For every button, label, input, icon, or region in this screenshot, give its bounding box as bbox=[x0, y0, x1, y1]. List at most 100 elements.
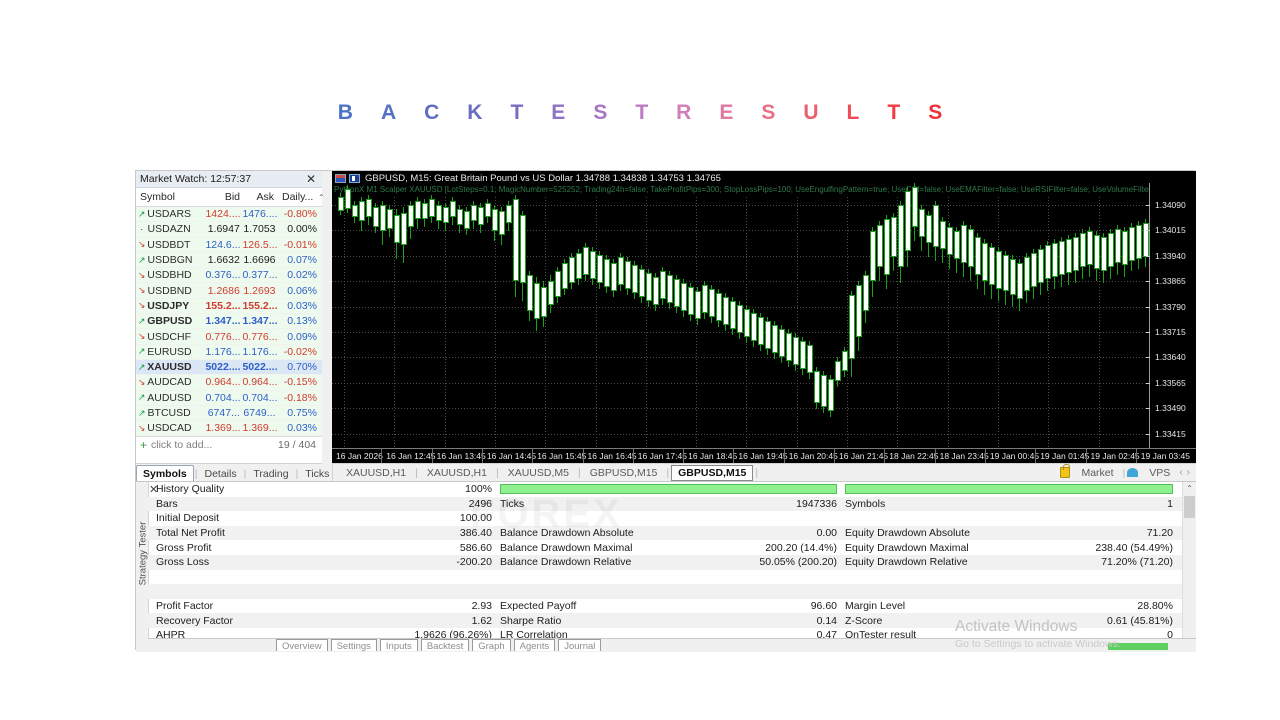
market-watch-row[interactable]: ↘ USDJPY 155.2... 155.2... 0.03% bbox=[136, 298, 322, 315]
tester-subtab[interactable]: Agents bbox=[513, 639, 556, 651]
trend-arrow-icon: ↗ bbox=[137, 315, 146, 326]
tester-subtabs: Overview Settings Inputs Backtest Graph Agent… bbox=[276, 639, 896, 651]
candle-body bbox=[1023, 257, 1030, 291]
market-watch-add-row[interactable]: + click to add... 19 / 404 bbox=[136, 436, 322, 454]
candle-body bbox=[771, 325, 778, 353]
candle-body bbox=[680, 283, 687, 311]
tab-nav-next-icon[interactable]: › bbox=[1186, 467, 1190, 478]
market-watch-row[interactable]: ↗ GBPUSD 1.347... 1.347... 0.13% bbox=[136, 314, 322, 330]
daily-change: 0.07% bbox=[287, 254, 317, 267]
title-letter: S bbox=[928, 101, 943, 124]
trend-arrow-icon: · bbox=[140, 224, 144, 235]
bid-price: 1.2686 bbox=[207, 284, 240, 297]
close-icon[interactable]: ✕ bbox=[305, 172, 316, 186]
metric-value: 2496 bbox=[468, 497, 492, 510]
chart-tab[interactable]: GBPUSD,M15 bbox=[671, 464, 754, 481]
results-row: Gross Profit 586.60 Balance Drawdown Maxim… bbox=[148, 540, 1183, 555]
candle-body bbox=[568, 257, 575, 283]
title-letter: E bbox=[551, 101, 566, 124]
mw-tab-symbols[interactable]: Symbols bbox=[136, 465, 194, 482]
market-watch-row[interactable]: ↘ USDCHF 0.776... 0.776... 0.09% bbox=[136, 329, 322, 345]
chart-tab[interactable]: GBPUSD,M15 bbox=[589, 466, 658, 479]
mw-tab-details[interactable]: Details bbox=[204, 468, 237, 480]
tester-subtab[interactable]: Backtest bbox=[420, 639, 470, 651]
symbol-name: USDBDT bbox=[147, 238, 191, 251]
candle-body bbox=[435, 205, 442, 221]
candle-body bbox=[925, 215, 932, 243]
symbol-name: USDAZN bbox=[147, 223, 191, 236]
candle-body bbox=[1065, 239, 1072, 273]
market-watch-row[interactable]: ↘ USDBDT 124.6... 126.5... -0.01% bbox=[136, 237, 322, 253]
gridline-horizontal bbox=[332, 281, 1196, 283]
results-scrollbar[interactable]: ⌃ ⌄ bbox=[1182, 482, 1196, 652]
time-axis-tick bbox=[481, 449, 483, 463]
market-watch-row[interactable]: ↘ AUDCAD 0.964... 0.964... -0.15% bbox=[136, 375, 322, 391]
candle-body bbox=[491, 209, 498, 231]
chart-type-icon bbox=[349, 173, 360, 183]
column-header-bid[interactable]: Bid bbox=[224, 191, 240, 203]
chart-tab[interactable]: XAUUSD,H1 bbox=[426, 466, 487, 479]
metric-value: 1 bbox=[1167, 497, 1173, 510]
bid-price: 0.704... bbox=[205, 391, 241, 404]
tester-subtab[interactable]: Inputs bbox=[379, 639, 418, 651]
time-axis[interactable]: 16 Jan 2026 16 Jan 12:45 16 Jan 13:45 16 Ja… bbox=[332, 448, 1196, 463]
gridline-horizontal bbox=[332, 357, 1196, 359]
price-axis[interactable]: 1.34090 1.34015 1.33940 1.33865 1.33790 1.337… bbox=[1146, 183, 1196, 449]
price-chart[interactable]: GBPUSD, M15: Great Britain Pound vs US D… bbox=[332, 171, 1196, 463]
mw-tab-trading[interactable]: Trading bbox=[253, 468, 289, 480]
chart-tab[interactable]: XAUUSD,M5 bbox=[507, 466, 569, 479]
tester-subtab[interactable]: Settings bbox=[330, 639, 377, 651]
market-watch-row[interactable]: ↗ EURUSD 1.176... 1.176... -0.02% bbox=[136, 344, 322, 360]
trend-arrow-icon: ↘ bbox=[137, 239, 146, 250]
tester-subtab[interactable]: Overview bbox=[276, 639, 328, 651]
market-watch-row[interactable]: ↘ USDCAD 1.369... 1.369... 0.03% bbox=[136, 421, 322, 437]
trend-arrow-icon: ↗ bbox=[137, 392, 146, 403]
market-watch-row[interactable]: ↗ USDARS 1424.... 1476.... -0.80% bbox=[136, 207, 322, 223]
market-watch-row[interactable]: ↘ USDBND 1.2686 1.2693 0.06% bbox=[136, 283, 322, 299]
price-axis-label: 1.34015 bbox=[1155, 225, 1186, 236]
market-watch-row[interactable]: ↗ AUDUSD 0.704... 0.704... -0.18% bbox=[136, 390, 322, 406]
tester-subtab[interactable]: Graph bbox=[472, 639, 511, 651]
results-cell: Gross Profit 586.60 bbox=[148, 542, 500, 554]
column-header-ask[interactable]: Ask bbox=[256, 191, 274, 203]
price-axis-label: 1.33865 bbox=[1155, 276, 1186, 287]
column-header-symbol[interactable]: Symbol bbox=[140, 191, 176, 203]
market-watch-row[interactable]: ↘ USDBHD 0.376... 0.377... 0.02% bbox=[136, 268, 322, 284]
candle-body bbox=[519, 215, 526, 283]
tab-separator: | bbox=[243, 468, 247, 480]
candle-body bbox=[617, 257, 624, 285]
candle-body bbox=[477, 207, 484, 225]
tab-nav-prev-icon[interactable]: ‹ bbox=[1179, 467, 1183, 478]
scroll-up-icon[interactable]: ⌃ bbox=[318, 192, 325, 202]
bid-price: 155.2... bbox=[205, 299, 241, 312]
tester-subtab[interactable]: Journal bbox=[558, 639, 602, 651]
results-cell: Z-Score 0.61 (45.81%) bbox=[845, 615, 1181, 627]
candle-body bbox=[442, 207, 449, 223]
market-watch-row[interactable]: ↗ USDBGN 1.6632 1.6696 0.07% bbox=[136, 252, 322, 269]
market-watch-row[interactable]: ↗ BTCUSD 6747... 6749... 0.75% bbox=[136, 405, 322, 422]
ask-price: 1.6696 bbox=[243, 254, 276, 267]
candle-body bbox=[344, 189, 351, 209]
candle-body bbox=[1037, 249, 1044, 283]
chart-tab[interactable]: XAUUSD,H1 bbox=[346, 466, 407, 479]
time-axis-tick bbox=[532, 449, 534, 463]
market-watch-row[interactable]: ↗ XAUUSD 5022.... 5022.... 0.70% bbox=[136, 359, 322, 376]
candle-body bbox=[939, 221, 946, 249]
price-axis-tick bbox=[1146, 306, 1150, 308]
scroll-up-button[interactable]: ⌃ bbox=[1183, 482, 1196, 495]
column-header-daily[interactable]: Daily... bbox=[282, 191, 314, 203]
ask-price: 0.776... bbox=[242, 330, 278, 343]
scrollbar-thumb[interactable] bbox=[1184, 496, 1195, 518]
price-axis-label: 1.33640 bbox=[1155, 352, 1186, 363]
tab-vps[interactable]: VPS bbox=[1149, 466, 1171, 479]
close-icon-tester[interactable]: ✕ bbox=[149, 484, 159, 496]
tab-market[interactable]: Market bbox=[1081, 466, 1114, 479]
gridline-vertical bbox=[1098, 197, 1100, 463]
market-watch-row[interactable]: · USDAZN 1.6947 1.7053 0.00% bbox=[136, 222, 322, 238]
metric-value: 0.14 bbox=[816, 614, 837, 627]
price-axis-tick bbox=[1146, 255, 1150, 257]
candle-body bbox=[1121, 231, 1128, 265]
mw-tab-ticks[interactable]: Ticks bbox=[305, 468, 330, 480]
candle-body bbox=[694, 291, 701, 319]
